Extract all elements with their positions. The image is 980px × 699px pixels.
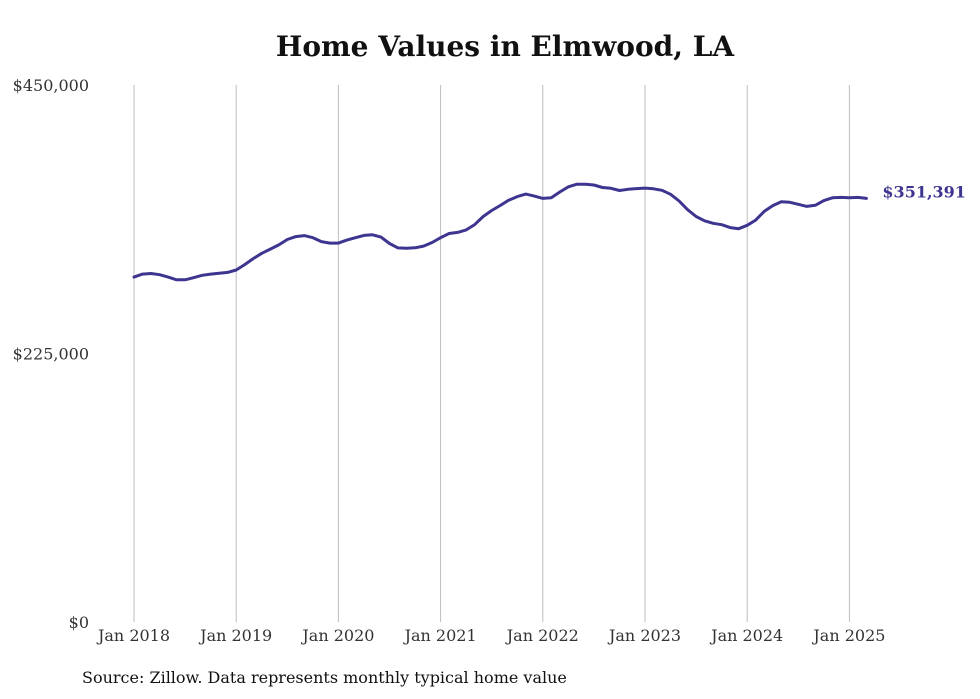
- y-tick-label: $0: [69, 613, 89, 632]
- y-tick-label: $450,000: [13, 76, 89, 95]
- y-tick-label: $225,000: [13, 345, 89, 364]
- y-axis-ticks: $450,000 $225,000 $0: [13, 76, 89, 632]
- x-tick-label: Jan 2020: [300, 626, 374, 645]
- x-tick-label: Jan 2022: [505, 626, 579, 645]
- x-tick-label: Jan 2021: [403, 626, 477, 645]
- x-tick-label: Jan 2023: [607, 626, 681, 645]
- x-tick-label: Jan 2019: [198, 626, 272, 645]
- chart-title: Home Values in Elmwood, LA: [275, 30, 735, 63]
- grid-lines: [133, 85, 850, 622]
- x-axis-ticks: Jan 2018 Jan 2019 Jan 2020 Jan 2021 Jan 2022…: [96, 626, 885, 645]
- source-note: Source: Zillow. Data represents monthly …: [82, 668, 567, 687]
- series-line: [132, 182, 868, 282]
- x-tick-label: Jan 2018: [96, 626, 170, 645]
- end-value-label: $351,391: [882, 182, 966, 201]
- x-tick-label: Jan 2024: [709, 626, 783, 645]
- x-tick-label: Jan 2025: [811, 626, 885, 645]
